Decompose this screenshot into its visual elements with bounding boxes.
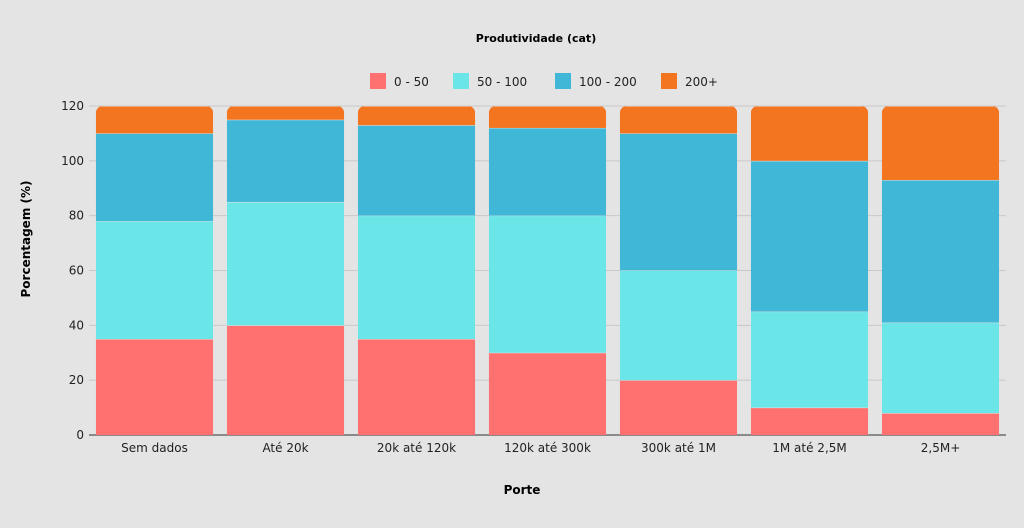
legend-swatch <box>370 73 386 89</box>
bar-segment <box>881 106 1000 181</box>
bar-segment <box>619 106 738 134</box>
legend-item[interactable]: 200+ <box>661 73 718 89</box>
x-tick-label: 120k até 300k <box>504 441 591 455</box>
bar-segment <box>226 325 345 435</box>
ticks: 0 20 40 60 80 100 120 Sem dados Até 20k 20k até 1… <box>61 99 960 455</box>
y-tick-label: 100 <box>61 154 84 168</box>
legend-label: 0 - 50 <box>394 75 429 89</box>
bar-segment <box>750 407 869 435</box>
bar-segment <box>357 106 476 126</box>
x-tick-label: 1M até 2,5M <box>772 441 847 455</box>
bar-segment <box>95 339 214 435</box>
bar-segment <box>226 106 345 120</box>
bar-segment <box>95 221 214 340</box>
bar-segment <box>357 215 476 340</box>
x-axis-title: Porte <box>504 483 541 497</box>
x-tick-label: 2,5M+ <box>921 441 961 455</box>
y-axis-title: Porcentagem (%) <box>19 181 33 298</box>
bar-segment <box>488 127 607 216</box>
bar-segment <box>881 322 1000 414</box>
y-tick-label: 80 <box>69 209 84 223</box>
bar-segment <box>619 380 738 435</box>
legend-item[interactable]: 50 - 100 <box>453 73 527 89</box>
y-tick-label: 120 <box>61 99 84 113</box>
legend-label: 200+ <box>685 75 718 89</box>
bar-segment <box>619 133 738 271</box>
legend-item[interactable]: 100 - 200 <box>555 73 637 89</box>
legend-swatch <box>661 73 677 89</box>
legend-label: 50 - 100 <box>477 75 527 89</box>
bar-segment <box>750 311 869 408</box>
legend: 0 - 50 50 - 100 100 - 200 200+ <box>370 73 718 89</box>
legend-swatch <box>555 73 571 89</box>
y-tick-label: 0 <box>76 428 84 442</box>
bars <box>95 106 1000 435</box>
x-tick-label: Sem dados <box>121 441 188 455</box>
bar-segment <box>226 201 345 326</box>
x-tick-label: 300k até 1M <box>641 441 716 455</box>
bar-segment <box>488 215 607 353</box>
bar-group <box>488 106 607 435</box>
bar-segment <box>488 106 607 128</box>
x-tick-label: 20k até 120k <box>377 441 456 455</box>
x-tick-label: Até 20k <box>262 441 308 455</box>
bar-segment <box>95 106 214 134</box>
bar-group <box>226 106 345 435</box>
bar-segment <box>619 270 738 381</box>
bar-group <box>750 106 869 435</box>
legend-item[interactable]: 0 - 50 <box>370 73 429 89</box>
bar-segment <box>488 352 607 435</box>
y-tick-label: 60 <box>69 264 84 278</box>
legend-label: 100 - 200 <box>579 75 637 89</box>
bar-segment <box>95 133 214 222</box>
bar-segment <box>881 413 1000 435</box>
bar-segment <box>357 125 476 216</box>
bar-group <box>619 106 738 435</box>
bar-group <box>95 106 214 435</box>
bar-segment <box>750 106 869 161</box>
bar-group <box>881 106 1000 435</box>
legend-swatch <box>453 73 469 89</box>
bar-segment <box>357 339 476 435</box>
bar-segment <box>750 160 869 312</box>
chart-title: Produtividade (cat) <box>476 32 596 45</box>
y-tick-label: 40 <box>69 318 84 332</box>
y-tick-label: 20 <box>69 373 84 387</box>
bar-segment <box>226 119 345 202</box>
bar-group <box>357 106 476 435</box>
bar-segment <box>881 180 1000 323</box>
